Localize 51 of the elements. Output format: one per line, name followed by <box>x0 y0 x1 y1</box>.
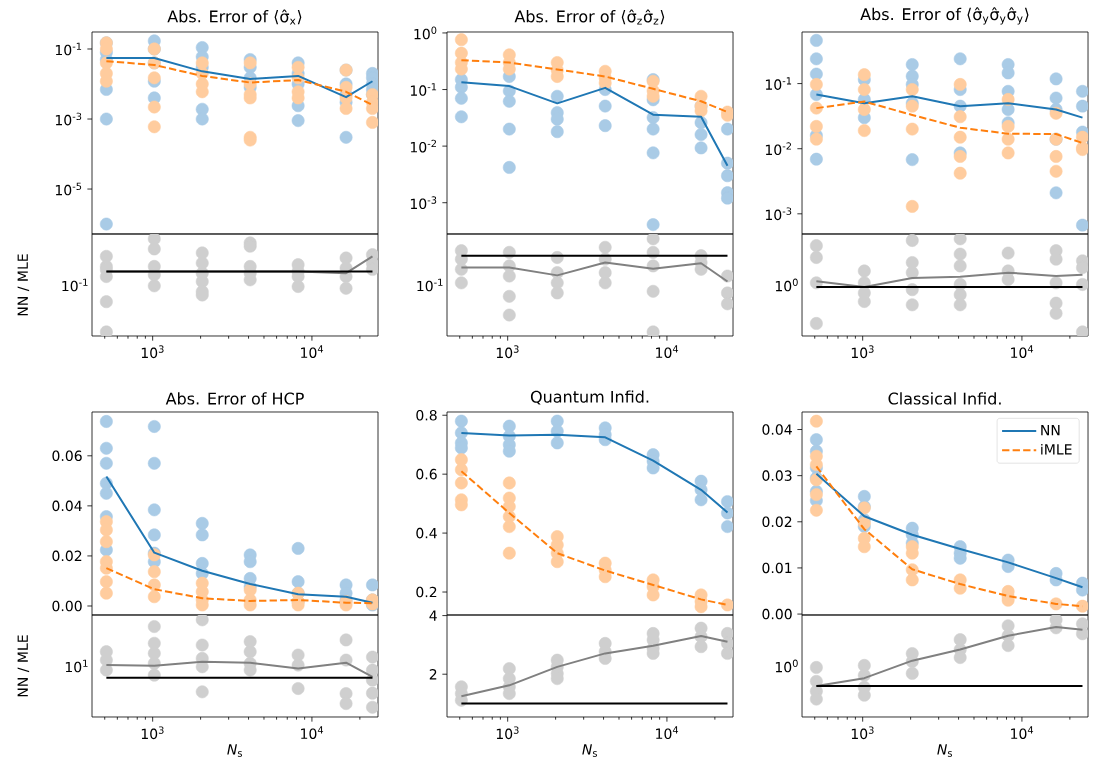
y-tick-label: 0.4 <box>416 527 437 539</box>
chart-title: Abs. Error of HCP <box>165 392 304 405</box>
y-tick-label: 0.00 <box>52 600 82 612</box>
x-tick-label: 10$^{3}$ <box>496 726 519 740</box>
chart-title: Quantum Infid. <box>530 390 649 405</box>
text: 10$^{1}$ <box>65 659 88 673</box>
y-tick-label: 0.03 <box>762 470 792 481</box>
x-tick-label: 10$^{4}$ <box>301 726 324 740</box>
y-axis-title: NN / MLE <box>17 254 30 316</box>
y-tick-label: 10$^{-3}$ <box>765 207 792 221</box>
x-axis-title: N$_{s}$ <box>227 744 242 757</box>
legend-label: NN <box>1041 425 1060 436</box>
y-tick-label: 10$^{-1}$ <box>55 42 82 56</box>
y-tick-label: 0.00 <box>762 608 792 620</box>
x-tick-label: 10$^{3}$ <box>851 345 874 359</box>
y-tick-label: 10$^{-3}$ <box>55 112 82 126</box>
y-tick-label: 0.02 <box>52 550 82 562</box>
y-tick-label: 10$^{-3}$ <box>410 196 437 210</box>
chart-title: Abs. Error of ⟨σ̂$_{y}$σ̂$_{y}$σ̂$_{y}$⟩ <box>860 7 1029 25</box>
x-tick-label: 10$^{3}$ <box>496 345 519 359</box>
x-tick-label: 10$^{4}$ <box>301 345 324 358</box>
x-tick-label: 10$^{3}$ <box>851 726 874 740</box>
x-tick-label: 10$^{4}$ <box>1011 726 1034 740</box>
y-tick-label: 10$^{-2}$ <box>410 139 436 153</box>
x-tick-label: 10$^{4}$ <box>656 726 679 740</box>
y-axis-title: NN / MLE <box>17 635 30 697</box>
x-axis-title: N$_{s}$ <box>937 744 952 757</box>
legend-label: iMLE <box>1041 443 1072 455</box>
chart-title: Abs. Error of ⟨σ̂$_{z}$σ̂$_{z}$⟩ <box>514 9 665 25</box>
y-tick-label: 10$^{-2}$ <box>765 142 792 156</box>
x-tick-label: 10$^{3}$ <box>141 345 164 359</box>
y-tick-label: 0.6 <box>416 468 437 480</box>
x-tick-label: 10$^{3}$ <box>141 726 164 740</box>
y-tick-label: 10$^{-1}$ <box>765 77 792 90</box>
y-tick-label: 4 <box>429 610 437 621</box>
y-tick-label: 0.02 <box>762 516 792 528</box>
y-tick-label: 10$^{-5}$ <box>55 182 82 196</box>
y-tick-label: 0.8 <box>416 409 437 421</box>
x-tick-label: 10$^{4}$ <box>1011 345 1034 358</box>
y-tick-label: 10$^{0}$ <box>414 26 437 40</box>
x-axis-title: N$_{s}$ <box>582 744 597 757</box>
y-tick-label: 0.01 <box>762 562 792 574</box>
chart-title: Classical Infid. <box>888 392 1001 405</box>
chart-title: Abs. Error of ⟨σ̂$_{x}$⟩ <box>167 9 302 25</box>
y-tick-label: 10$^{-1}$ <box>410 83 437 96</box>
y-tick-label: 0.2 <box>416 586 437 598</box>
y-tick-label: 0.04 <box>52 500 82 512</box>
y-tick-label: 0.06 <box>52 450 82 462</box>
y-tick-label: 0.04 <box>762 424 792 435</box>
x-tick-label: 10$^{4}$ <box>656 345 679 358</box>
y-tick-label: 2 <box>429 669 437 680</box>
